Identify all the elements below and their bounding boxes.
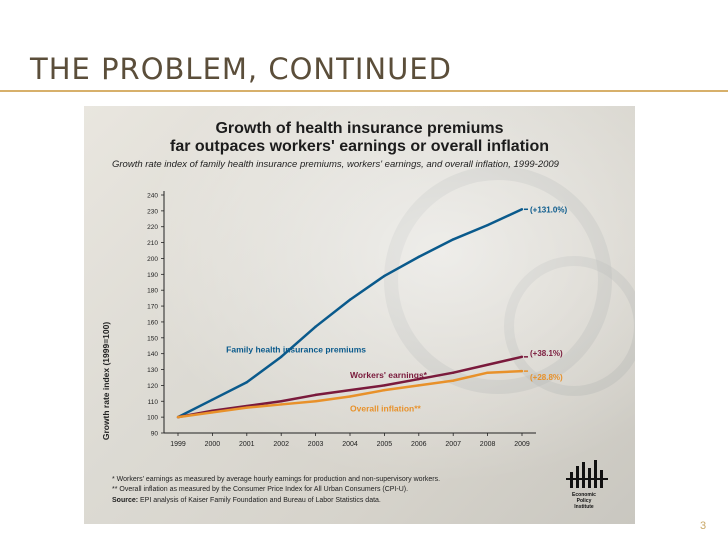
- y-tick-label: 130: [147, 367, 158, 374]
- y-tick-label: 210: [147, 240, 158, 247]
- x-tick-label: 2003: [308, 441, 324, 448]
- data-point: [417, 255, 420, 259]
- series-end-label: (+38.1%): [530, 349, 563, 358]
- data-point: [486, 223, 489, 227]
- data-point: [314, 400, 317, 403]
- y-tick-label: 230: [147, 208, 158, 215]
- data-point: [383, 274, 386, 278]
- slide-title: THE PROBLEM, CONTINUED: [30, 52, 452, 86]
- data-point: [383, 384, 386, 387]
- x-tick-label: 2005: [377, 441, 393, 448]
- x-tick-label: 2001: [239, 441, 255, 448]
- y-tick-label: 160: [147, 319, 158, 326]
- data-point: [520, 355, 524, 359]
- footnote-source: Source: EPI analysis of Kaiser Family Fo…: [112, 497, 381, 504]
- data-point: [520, 369, 524, 373]
- y-tick-label: 150: [147, 335, 158, 342]
- y-tick-label: 240: [147, 193, 158, 200]
- data-point: [211, 398, 214, 401]
- data-point: [211, 411, 214, 414]
- data-point: [348, 298, 352, 301]
- series-name-label: Workers' earnings*: [350, 370, 428, 380]
- data-point: [452, 238, 455, 241]
- data-point: [383, 388, 386, 392]
- y-tick-label: 100: [147, 415, 158, 422]
- data-point: [452, 371, 455, 374]
- x-tick-label: 2004: [342, 441, 358, 448]
- data-point: [486, 371, 489, 374]
- data-point: [348, 388, 352, 392]
- title-divider: [0, 90, 728, 92]
- series-end-label: (+28.8%): [530, 373, 563, 382]
- data-point: [245, 381, 248, 384]
- data-point: [176, 415, 180, 419]
- logo-line2: Policy: [577, 498, 592, 504]
- logo-line3: Institute: [574, 504, 594, 510]
- data-point: [245, 406, 248, 409]
- chart-title-line2: far outpaces workers' earnings or overal…: [169, 138, 550, 155]
- series-end-label: (+131.0%): [530, 205, 567, 214]
- y-tick-label: 170: [147, 304, 158, 311]
- source-text: EPI analysis of Kaiser Family Foundation…: [140, 497, 381, 504]
- footnote-workers: * Workers' earnings as measured by avera…: [112, 476, 441, 483]
- logo-line1: Economic: [572, 492, 596, 498]
- chart-subtitle: Growth rate index of family health insur…: [112, 159, 559, 170]
- series-name-label: Overall inflation**: [350, 404, 422, 414]
- y-tick-label: 200: [147, 256, 158, 263]
- x-tick-label: 2008: [480, 441, 496, 448]
- data-point: [417, 377, 420, 381]
- data-point: [280, 400, 283, 403]
- y-tick-label: 220: [147, 224, 158, 231]
- y-tick-label: 90: [151, 431, 159, 438]
- line-chart: 90 100 110 120 130 140 150 160 170 180 190 200 210 22…: [147, 191, 567, 448]
- data-point: [280, 355, 283, 359]
- y-tick-label: 120: [147, 383, 158, 390]
- y-tick-label: 180: [147, 288, 158, 295]
- x-tick-label: 2000: [205, 441, 221, 448]
- data-point: [348, 395, 352, 398]
- chart-title-line1: Growth of health insurance premiums: [215, 120, 504, 137]
- epi-logo: Economic Policy Institute: [566, 460, 608, 510]
- data-point: [452, 379, 455, 382]
- footnote-inflation: ** Overall inflation as measured by the …: [112, 486, 409, 493]
- x-tick-label: 1999: [170, 441, 186, 448]
- background-glow: [84, 106, 635, 524]
- x-tick-label: 2006: [411, 441, 427, 448]
- data-point: [486, 363, 489, 366]
- data-point: [417, 384, 420, 387]
- series-line-0: [177, 208, 523, 419]
- y-tick-label: 110: [148, 399, 159, 406]
- y-tick-label: 190: [147, 272, 158, 279]
- series-name-label: Family health insurance premiums: [226, 345, 366, 355]
- data-point: [314, 393, 317, 397]
- x-tick-label: 2007: [445, 441, 461, 448]
- data-point: [280, 403, 283, 406]
- y-tick-label: 140: [147, 351, 158, 358]
- page-number: 3: [700, 520, 707, 532]
- source-label: Source:: [112, 497, 139, 504]
- x-tick-label: 2009: [514, 441, 530, 448]
- data-point: [314, 325, 317, 328]
- chart-panel: Growth of health insurance premiums far …: [84, 106, 635, 524]
- data-point: [520, 208, 524, 211]
- x-tick-label: 2002: [273, 441, 289, 448]
